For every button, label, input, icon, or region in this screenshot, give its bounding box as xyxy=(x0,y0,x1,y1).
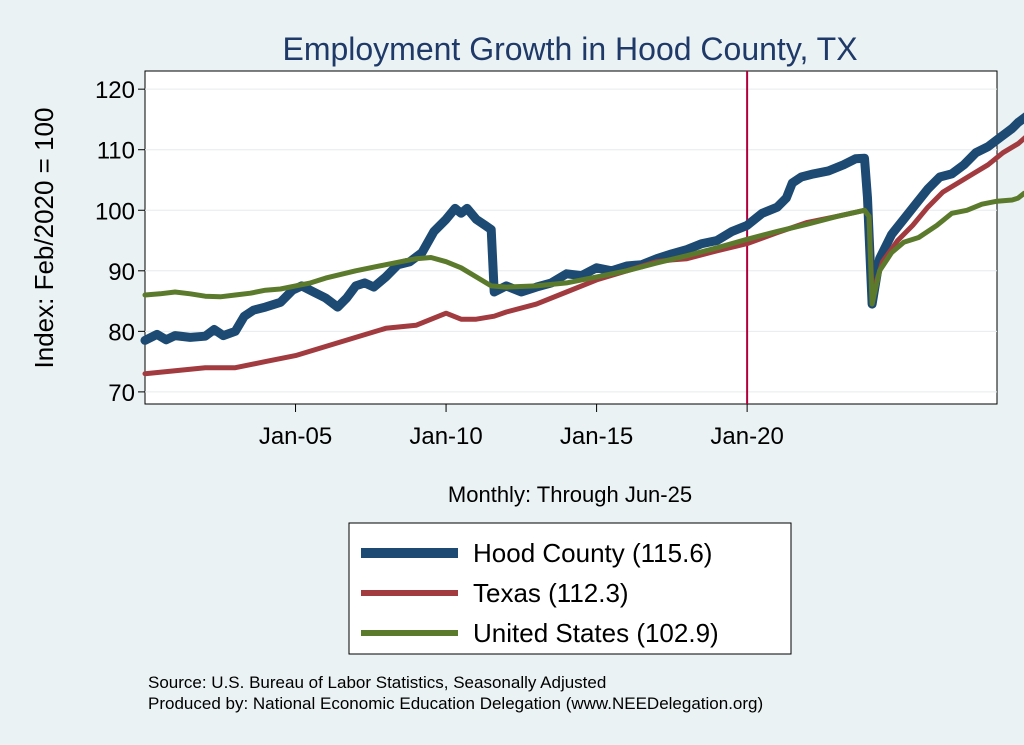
series-line-hood-county xyxy=(140,112,1024,345)
chart-title: Employment Growth in Hood County, TX xyxy=(282,31,857,67)
y-tick-label-110: 110 xyxy=(97,138,135,165)
y-tick-label-70: 70 xyxy=(108,380,135,407)
y-tick-label-90: 90 xyxy=(108,259,135,286)
source-text: Source: U.S. Bureau of Labor Statistics,… xyxy=(148,673,606,692)
x-tick-label-Jan-10: Jan-10 xyxy=(409,423,482,450)
y-axis-ticks: 70 80 90 100 110 120 xyxy=(95,77,145,407)
legend-label-texas: Texas (112.3) xyxy=(473,578,629,608)
y-tick-label-120: 120 xyxy=(95,77,135,104)
produced-by-text: Produced by: National Economic Education… xyxy=(148,694,763,713)
legend: Hood County (115.6) Texas (112.3) United S… xyxy=(348,522,792,655)
plot-area xyxy=(144,70,998,405)
x-tick-label-Jan-20: Jan-20 xyxy=(710,423,783,450)
series-line-united-states xyxy=(142,190,1024,307)
legend-label-united-states: United States (102.9) xyxy=(473,618,719,648)
x-tick-label-Jan-15: Jan-15 xyxy=(560,423,633,450)
y-axis-label: Index: Feb/2020 = 100 xyxy=(29,108,59,369)
x-tick-label-Jan-05: Jan-05 xyxy=(259,423,332,450)
x-axis-label: Monthly: Through Jun-25 xyxy=(448,482,692,507)
grid-lines xyxy=(145,88,997,393)
x-axis-ticks: Jan-05 Jan-10 Jan-15 Jan-20 xyxy=(259,404,784,450)
series-lines xyxy=(140,112,1024,377)
y-tick-label-100: 100 xyxy=(95,198,135,225)
y-tick-label-80: 80 xyxy=(108,319,135,346)
legend-label-hood-county: Hood County (115.6) xyxy=(473,538,712,568)
